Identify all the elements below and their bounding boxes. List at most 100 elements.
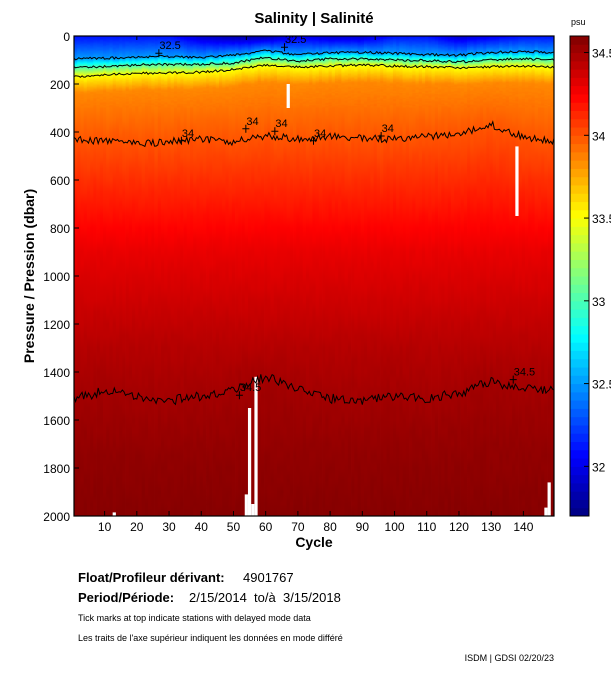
heatmap-column (228, 36, 233, 516)
colorbar-swatch (570, 267, 589, 277)
contour-line-33-5 (73, 63, 555, 78)
heatmap-column (225, 36, 230, 516)
heatmap-column (467, 36, 471, 516)
heatmap-column (276, 36, 281, 516)
colorbar-swatch (570, 234, 589, 244)
colorbar-swatch (570, 441, 589, 451)
float-label: Float/Profileur dérivant: (78, 570, 225, 585)
contour-label: 34 (275, 118, 287, 130)
contour-label: 34 (182, 128, 194, 140)
contour-label-marker (155, 49, 163, 58)
period-value: 2/15/2014 to/à 3/15/2018 (189, 590, 341, 605)
heatmap-column (193, 36, 197, 516)
heatmap-column (512, 36, 516, 516)
x-tick-label: 10 (98, 520, 112, 534)
heatmap-column (341, 36, 345, 516)
missing-data-gap (544, 507, 548, 516)
float-id: 4901767 (243, 570, 294, 585)
contour-label: 32.5 (285, 34, 306, 46)
x-axis: 10 20 30 40 50 60 70 80 90 100 110 120 130 140 (98, 511, 534, 534)
heatmap-column (173, 36, 178, 516)
colorbar-swatch (570, 482, 589, 492)
heatmap-column (550, 36, 555, 516)
colorbar-tick-label: 32.5 (592, 378, 611, 392)
colorbar-swatch (570, 317, 589, 327)
heatmap-column (180, 36, 184, 516)
heatmap-column (148, 36, 152, 516)
x-tick-label: 60 (259, 520, 273, 534)
heatmap-column (112, 36, 117, 516)
heatmap-column (534, 36, 539, 516)
contour-label-marker (310, 136, 317, 145)
x-tick-label: 90 (356, 520, 370, 534)
contour-label: 34.5 (514, 367, 535, 379)
heatmap-column (402, 36, 407, 516)
heatmap-column (183, 36, 188, 516)
heatmap-column (135, 36, 139, 516)
heatmap-column (499, 36, 503, 516)
colorbar-swatch (570, 383, 589, 393)
heatmap-column (409, 36, 413, 516)
y-tick-label: 1000 (43, 270, 70, 284)
heatmap-column (544, 36, 548, 516)
y-tick-label: 1800 (43, 462, 70, 476)
heatmap-column (373, 36, 378, 516)
x-axis-label: Cycle (295, 534, 333, 550)
heatmap-column (367, 36, 371, 516)
colorbar-swatch (570, 226, 589, 236)
y-tick-label: 1400 (43, 366, 70, 380)
contour-label-marker (235, 391, 243, 400)
heatmap-column (119, 36, 123, 516)
colorbar-swatch (570, 259, 589, 269)
colorbar-swatch (570, 242, 589, 252)
heatmap-column (99, 36, 104, 516)
heatmap-column (257, 36, 262, 516)
heatmap-column (441, 36, 445, 516)
heatmap-cells (74, 36, 555, 516)
heatmap-column (473, 36, 478, 516)
colorbar-swatch (570, 201, 589, 211)
colorbar-swatch (570, 69, 589, 78)
period-label: Period/Période: (78, 590, 174, 605)
heatmap-column (360, 36, 365, 516)
heatmap-column (357, 36, 362, 516)
colorbar-tick-label: 33.5 (592, 212, 611, 226)
heatmap-column (231, 36, 236, 516)
colorbar-swatch (570, 127, 589, 136)
missing-data-gap (244, 494, 248, 516)
contour-label-marker (509, 375, 517, 384)
heatmap-column (354, 36, 358, 516)
heatmap-column (399, 36, 403, 516)
heatmap-column (421, 36, 426, 516)
heatmap-column (202, 36, 207, 516)
heatmap-column (125, 36, 130, 516)
heatmap-column (293, 36, 297, 516)
heatmap-column (376, 36, 381, 516)
colorbar-tick-label: 34.5 (592, 47, 611, 61)
heatmap-column (322, 36, 326, 516)
heatmap-column (305, 36, 310, 516)
heatmap-column (418, 36, 423, 516)
colorbar-tick-label: 34 (592, 129, 606, 143)
heatmap-column (412, 36, 416, 516)
x-tick-label: 70 (291, 520, 305, 534)
heatmap-column (254, 36, 259, 516)
delayed-mode-ticks (136, 36, 376, 40)
heatmap-column (206, 36, 210, 516)
heatmap-column (160, 36, 165, 516)
heatmap-column (370, 36, 374, 516)
colorbar-swatch (570, 433, 589, 443)
heatmap-column (302, 36, 307, 516)
colorbar-swatch (570, 168, 589, 178)
contour-label: 32.5 (159, 40, 180, 52)
colorbar-swatch (570, 52, 589, 62)
contour-label: 34 (246, 116, 258, 128)
heatmap-column (438, 36, 442, 516)
heatmap-column (547, 36, 552, 516)
colorbar-swatch (570, 309, 589, 318)
colorbar-swatch (570, 160, 589, 169)
colorbar-swatch (570, 358, 589, 368)
heatmap-column (109, 36, 114, 516)
heatmap-column (444, 36, 449, 516)
colorbar-swatch (570, 209, 589, 219)
